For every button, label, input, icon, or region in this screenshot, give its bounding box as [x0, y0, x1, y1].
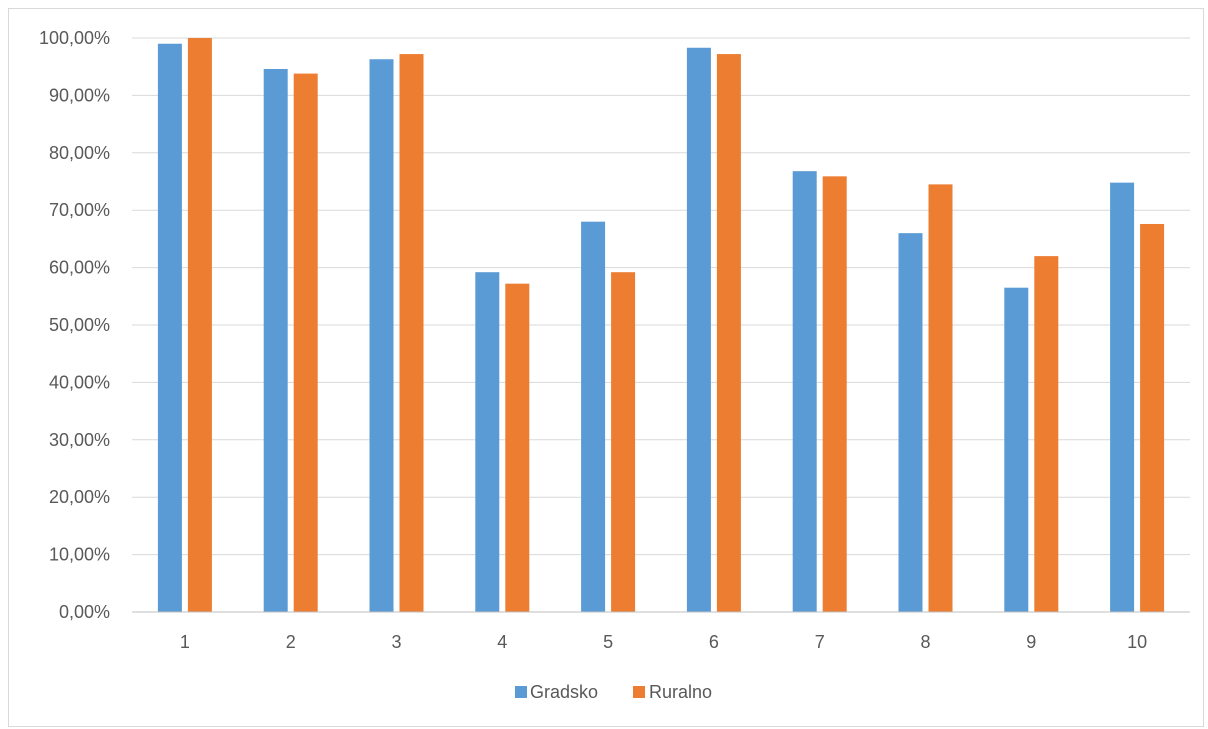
y-tick-label: 20,00%: [49, 487, 110, 507]
bar-gradsko-1: [157, 43, 182, 613]
y-tick-label: 90,00%: [49, 85, 110, 105]
bar-gradsko-10: [1110, 182, 1135, 612]
bar-gradsko-2: [263, 68, 288, 613]
x-tick-label: 3: [391, 632, 401, 652]
bar-ruralno-1: [187, 38, 212, 612]
bar-gradsko-5: [581, 221, 606, 612]
legend-swatch-ruralno: [633, 686, 645, 698]
bar-gradsko-8: [898, 233, 923, 612]
x-tick-label: 1: [180, 632, 190, 652]
x-tick-label: 6: [709, 632, 719, 652]
bar-ruralno-2: [293, 73, 318, 612]
bar-gradsko-6: [686, 47, 711, 613]
y-tick-label: 50,00%: [49, 315, 110, 335]
bar-gradsko-7: [792, 171, 817, 612]
legend-label-ruralno: Ruralno: [649, 682, 712, 702]
y-tick-label: 40,00%: [49, 372, 110, 392]
x-tick-label: 2: [286, 632, 296, 652]
y-tick-label: 10,00%: [49, 545, 110, 565]
bar-gradsko-9: [1004, 287, 1029, 612]
x-tick-label: 5: [603, 632, 613, 652]
x-axis-ticks: 1 2 3 4 5 6 7 8 9 10: [180, 632, 1147, 652]
gridlines: [132, 37, 1190, 556]
bar-ruralno-8: [928, 184, 953, 612]
y-tick-label: 0,00%: [59, 602, 110, 622]
y-tick-label: 60,00%: [49, 258, 110, 278]
y-tick-label: 30,00%: [49, 430, 110, 450]
bar-ruralno-5: [611, 272, 636, 612]
y-tick-label: 80,00%: [49, 143, 110, 163]
y-tick-label: 100,00%: [39, 28, 110, 48]
x-tick-label: 10: [1127, 632, 1147, 652]
legend-label-gradsko: Gradsko: [530, 682, 598, 702]
x-tick-label: 4: [497, 632, 507, 652]
x-tick-label: 8: [920, 632, 930, 652]
bar-ruralno-7: [822, 176, 847, 613]
x-tick-label: 9: [1026, 632, 1036, 652]
x-tick-label: 7: [815, 632, 825, 652]
bar-ruralno-3: [399, 54, 424, 612]
bar-ruralno-9: [1034, 256, 1059, 612]
y-axis-ticks: 0,00% 10,00% 20,00% 30,00% 40,00% 50,00% 60,00…: [39, 28, 110, 622]
bar-gradsko-3: [369, 59, 394, 613]
bar-ruralno-10: [1140, 223, 1165, 612]
bar-ruralno-6: [716, 54, 741, 612]
legend: Gradsko Ruralno: [515, 682, 712, 702]
bar-gradsko-4: [475, 272, 500, 612]
legend-swatch-gradsko: [515, 686, 527, 698]
bar-ruralno-4: [505, 283, 530, 612]
y-tick-label: 70,00%: [49, 200, 110, 220]
bars: [157, 38, 1165, 613]
